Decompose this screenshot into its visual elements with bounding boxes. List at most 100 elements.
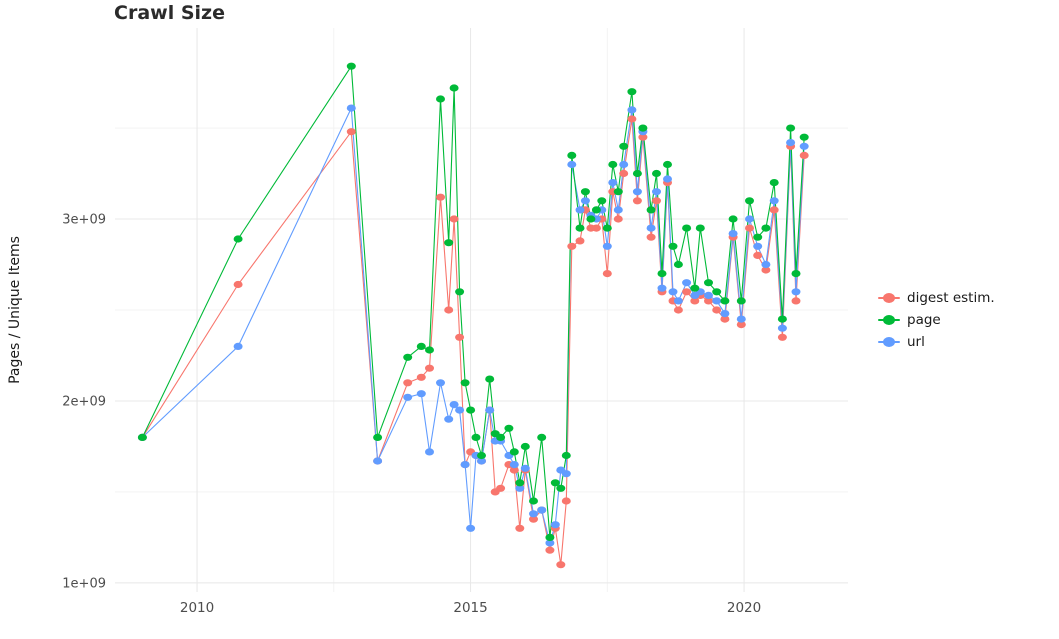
data-point-url	[646, 224, 656, 232]
data-point-url	[769, 197, 779, 205]
data-point-url	[580, 197, 590, 205]
data-point-digest-estim-	[646, 233, 656, 241]
data-point-page	[613, 188, 623, 196]
data-point-digest-estim-	[545, 546, 555, 554]
data-point-digest-estim-	[591, 224, 601, 232]
data-point-url	[602, 242, 612, 250]
data-point-digest-estim-	[436, 193, 445, 201]
data-point-page	[477, 451, 486, 460]
data-point-url	[449, 401, 459, 409]
legend-label-page: page	[907, 312, 941, 328]
data-point-page	[608, 160, 618, 169]
legend-item-url: url	[878, 331, 995, 353]
data-point-url	[652, 188, 661, 196]
data-point-url	[425, 448, 434, 456]
data-point-page	[786, 124, 796, 132]
data-point-page	[657, 270, 667, 278]
data-point-digest-estim-	[799, 151, 809, 159]
data-point-page	[496, 433, 506, 441]
data-point-url	[550, 521, 560, 529]
data-point-url	[477, 457, 486, 465]
x-tick-label: 2020	[727, 600, 761, 616]
data-point-digest-estim-	[496, 484, 506, 492]
data-point-url	[403, 393, 413, 401]
data-point-page	[567, 151, 577, 159]
data-point-page	[504, 424, 514, 432]
data-point-digest-estim-	[745, 224, 754, 232]
data-point-digest-estim-	[556, 561, 566, 569]
data-point-url	[753, 242, 763, 250]
data-point-page	[704, 279, 713, 287]
data-point-digest-estim-	[632, 197, 642, 205]
data-point-url	[575, 206, 585, 214]
legend-label-url: url	[907, 334, 925, 350]
data-point-url	[545, 539, 555, 547]
data-point-url	[613, 206, 623, 214]
data-point-digest-estim-	[791, 297, 801, 305]
data-point-url	[736, 315, 746, 323]
data-point-url	[460, 461, 470, 469]
data-point-digest-estim-	[769, 206, 779, 214]
data-point-page	[537, 433, 547, 441]
data-point-page	[233, 235, 243, 243]
data-point-digest-estim-	[638, 133, 648, 141]
data-point-page	[712, 288, 722, 296]
data-point-url	[728, 230, 738, 238]
data-point-page	[550, 479, 560, 487]
data-point-url	[416, 390, 426, 398]
data-point-url	[529, 510, 538, 518]
data-point-url	[668, 288, 678, 296]
data-point-page	[682, 224, 692, 232]
data-point-page	[663, 160, 672, 169]
data-point-url	[567, 160, 577, 169]
x-tick-label: 2010	[180, 600, 214, 616]
data-point-page	[720, 297, 730, 305]
data-point-page	[466, 406, 476, 414]
data-point-url	[346, 104, 356, 112]
legend-point-icon	[883, 315, 895, 325]
legend-item-digest-estim: digest estim.	[878, 287, 995, 309]
data-point-page	[556, 484, 566, 492]
data-point-page	[602, 224, 612, 232]
data-point-page	[619, 142, 629, 150]
data-point-url	[619, 160, 629, 169]
data-point-url	[745, 215, 754, 223]
data-point-url	[712, 297, 722, 305]
data-point-url	[455, 406, 465, 414]
data-point-page	[690, 284, 700, 292]
data-point-page	[586, 215, 596, 223]
data-point-page	[515, 479, 525, 487]
data-point-page	[728, 215, 738, 223]
data-point-page	[736, 297, 746, 305]
data-point-page	[575, 224, 585, 232]
data-point-digest-estim-	[233, 280, 243, 289]
data-point-page	[673, 260, 683, 269]
x-tick-label: 2015	[453, 600, 487, 616]
data-point-url	[657, 284, 667, 292]
data-point-url	[466, 524, 476, 532]
series-line-url	[142, 105, 805, 545]
data-point-page	[597, 197, 607, 205]
data-point-page	[646, 206, 656, 214]
data-point-page	[668, 242, 678, 250]
data-point-digest-estim-	[455, 333, 465, 341]
data-point-page	[777, 315, 787, 323]
data-point-page	[346, 62, 356, 70]
data-point-page	[520, 442, 530, 451]
data-point-url	[720, 310, 730, 318]
legend-point-icon	[883, 337, 895, 347]
data-point-digest-estim-	[403, 379, 413, 387]
legend-key-digest-estim	[878, 290, 900, 306]
data-point-digest-estim-	[346, 128, 356, 136]
data-point-digest-estim-	[777, 333, 787, 341]
data-point-url	[627, 106, 637, 114]
data-point-page	[561, 451, 571, 460]
data-point-url	[444, 415, 454, 423]
data-point-page	[137, 433, 147, 441]
data-point-url	[608, 179, 618, 187]
data-point-digest-estim-	[736, 321, 746, 329]
data-point-page	[416, 342, 426, 350]
data-point-digest-estim-	[509, 466, 519, 474]
data-point-url	[509, 461, 519, 469]
legend-key-url	[878, 334, 900, 350]
